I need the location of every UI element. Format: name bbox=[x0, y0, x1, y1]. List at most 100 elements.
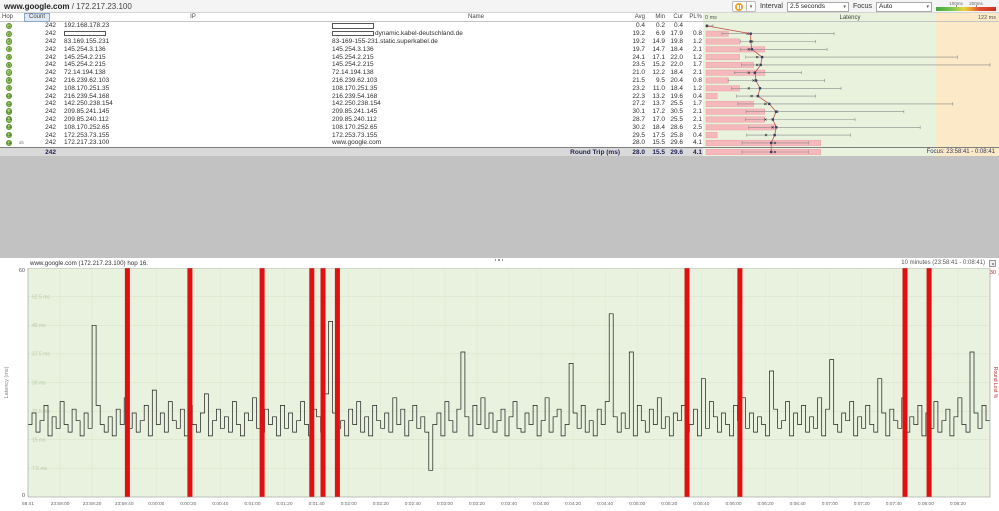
svg-text:15 ms: 15 ms bbox=[32, 438, 46, 444]
hop-status-icon: 14 bbox=[5, 124, 13, 131]
hop-status-icon: 12 bbox=[5, 108, 13, 115]
interval-select[interactable]: 2.5 seconds ▾ bbox=[786, 1, 849, 12]
svg-text:45 ms: 45 ms bbox=[32, 323, 46, 329]
ip-cell: 72.14.194.138 bbox=[64, 69, 106, 77]
table-footer-separator bbox=[0, 147, 999, 148]
hop-status-icon: 4 bbox=[5, 46, 13, 53]
hop-row[interactable]: 14 242 108.170.252.65 108.170.252.65 30.… bbox=[0, 123, 999, 131]
round-trip-min: 15.5 bbox=[652, 148, 665, 156]
chevron-down-icon: ▾ bbox=[926, 3, 929, 10]
ip-cell: 172.217.23.100 bbox=[64, 139, 110, 147]
hop-number: 12 bbox=[6, 108, 12, 114]
svg-text:0:07:40: 0:07:40 bbox=[886, 501, 902, 507]
hop-row[interactable]: 6 242 145.254.2.215 145.254.2.215 23.5 1… bbox=[0, 61, 999, 69]
min-column-header[interactable]: Min bbox=[655, 14, 665, 20]
title-bar: www.google.com / 172.217.23.100 ▾ Interv… bbox=[0, 0, 999, 13]
timeline-options-icon[interactable] bbox=[989, 260, 996, 267]
pause-button[interactable] bbox=[731, 1, 747, 12]
hop-row[interactable]: 11 242 142.250.238.154 142.250.238.154 2… bbox=[0, 100, 999, 108]
hop-row[interactable]: 3 242 83.169.155.231 83-169-155-231.stat… bbox=[0, 38, 999, 46]
hop-status-icon: 7 bbox=[5, 69, 13, 76]
hop-status-icon: 15 bbox=[5, 131, 13, 139]
cur-cell: 22.0 bbox=[670, 53, 683, 61]
svg-text:0:02:00: 0:02:00 bbox=[341, 501, 357, 507]
cur-cell: 29.6 bbox=[670, 139, 683, 147]
hop-column-header[interactable]: Hop bbox=[2, 14, 14, 20]
min-cell: 11.0 bbox=[652, 84, 665, 92]
hop-row[interactable]: 15 242 172.253.73.155 172.253.73.155 29.… bbox=[0, 131, 999, 139]
ip-cell: 142.250.238.154 bbox=[64, 100, 113, 108]
cur-column-header[interactable]: Cur bbox=[673, 14, 683, 20]
hop-cell: 1 bbox=[0, 22, 18, 30]
round-trip-label: Round Trip (ms) bbox=[570, 148, 620, 156]
timeline-range-label[interactable]: 10 minutes (23:58:41 - 0:08:41) bbox=[901, 260, 985, 266]
count-cell: 242 bbox=[45, 45, 56, 53]
cur-cell: 17.9 bbox=[670, 30, 683, 38]
hop-row[interactable]: 10 242 216.239.54.168 216.239.54.168 22.… bbox=[0, 92, 999, 100]
hop-number: 10 bbox=[6, 93, 12, 99]
hop-row[interactable]: 16 242 172.217.23.100 www.google.com 28.… bbox=[0, 139, 999, 147]
hop-row[interactable]: 9 242 108.170.251.35 108.170.251.35 23.2… bbox=[0, 84, 999, 92]
svg-text:58:41: 58:41 bbox=[22, 501, 34, 507]
focus-select[interactable]: Auto ▾ bbox=[876, 1, 932, 12]
avg-column-header[interactable]: Avg bbox=[634, 14, 645, 20]
hop-row[interactable]: 4 242 145.254.3.136 145.254.3.136 19.7 1… bbox=[0, 45, 999, 53]
hop-number: 4 bbox=[7, 46, 11, 52]
svg-text:0:01:20: 0:01:20 bbox=[276, 501, 292, 507]
name-cell: 72.14.194.138 bbox=[332, 69, 374, 77]
trace-table-header: Hop Count IP Name Avg Min Cur PL% bbox=[0, 12, 999, 22]
name-column-header[interactable]: Name bbox=[467, 14, 484, 20]
ip-cell: 108.170.251.35 bbox=[64, 84, 110, 92]
min-cell: 12.2 bbox=[652, 69, 665, 77]
svg-text:0:07:00: 0:07:00 bbox=[822, 501, 838, 507]
round-trip-avg: 28.0 bbox=[632, 148, 645, 156]
panel-divider-area bbox=[0, 156, 999, 258]
avg-cell: 21.0 bbox=[632, 69, 645, 77]
round-trip-row: 242 Round Trip (ms) 28.0 15.5 29.6 4.1 F… bbox=[0, 148, 999, 156]
hop-row[interactable]: 13 242 209.85.240.112 209.85.240.112 28.… bbox=[0, 116, 999, 124]
hop-row[interactable]: 2 242 dynamic.kabel-deutschland.de 19.2 … bbox=[0, 30, 999, 38]
min-cell: 9.5 bbox=[655, 76, 665, 84]
legend-100ms-label: 100ms bbox=[949, 1, 963, 6]
svg-text:0:06:40: 0:06:40 bbox=[790, 501, 806, 507]
hop-row[interactable]: 5 242 145.254.2.215 145.254.2.215 24.1 1… bbox=[0, 53, 999, 61]
svg-text:0:02:40: 0:02:40 bbox=[405, 501, 421, 507]
svg-text:30: 30 bbox=[990, 270, 996, 276]
count-column-header[interactable]: Count bbox=[18, 12, 56, 22]
svg-text:0:07:20: 0:07:20 bbox=[854, 501, 870, 507]
hop-status-icon: 8 bbox=[5, 77, 13, 84]
name-cell: 172.253.73.155 bbox=[332, 131, 378, 139]
hop-row[interactable]: 7 242 72.14.194.138 72.14.194.138 21.0 1… bbox=[0, 69, 999, 77]
ip-column-header[interactable]: IP bbox=[190, 14, 196, 20]
hop-row[interactable]: 8 242 216.239.62.103 216.239.62.103 21.5… bbox=[0, 77, 999, 85]
latency-zone-orange bbox=[936, 13, 999, 156]
hop-row[interactable]: 1 242 192.168.178.23 0.4 0.2 0.4 bbox=[0, 22, 999, 30]
avg-cell: 0.4 bbox=[635, 22, 645, 30]
hop-cell: 10 bbox=[0, 92, 18, 100]
timeline-graph[interactable]: 52.5 ms 45 ms 37.5 ms 30 ms 22.5 ms 15 ms 7.5 … bbox=[0, 258, 999, 511]
packet-loss-column-header[interactable]: PL% bbox=[689, 14, 702, 20]
name-cell: 145.254.2.215 bbox=[332, 61, 374, 69]
svg-text:Latency (ms): Latency (ms) bbox=[4, 366, 10, 398]
focus-value: Auto bbox=[879, 3, 893, 10]
hop-row[interactable]: 12 242 209.85.241.145 209.85.241.145 30.… bbox=[0, 108, 999, 116]
cur-cell: 25.5 bbox=[670, 100, 683, 108]
hop-number: 2 bbox=[7, 30, 11, 36]
title-separator: / bbox=[71, 2, 74, 11]
min-cell: 17.5 bbox=[652, 131, 665, 139]
redacted-box bbox=[332, 22, 374, 29]
trace-target-title: www.google.com / 172.217.23.100 bbox=[4, 2, 132, 11]
count-cell: 242 bbox=[45, 131, 56, 139]
min-cell: 17.1 bbox=[652, 53, 665, 61]
splitter-handle[interactable] bbox=[490, 259, 508, 263]
legend-tick bbox=[956, 5, 957, 7]
cur-cell: 19.8 bbox=[670, 37, 683, 45]
svg-text:0:01:00: 0:01:00 bbox=[244, 501, 260, 507]
svg-text:0:06:00: 0:06:00 bbox=[725, 501, 741, 507]
avg-cell: 19.7 bbox=[632, 45, 645, 53]
hop-status-icon: 16 bbox=[5, 139, 13, 147]
hop-cell: 8 bbox=[0, 77, 18, 84]
pause-dropdown-button[interactable]: ▾ bbox=[746, 1, 756, 12]
svg-text:0:05:20: 0:05:20 bbox=[661, 501, 677, 507]
cur-cell: 20.4 bbox=[670, 76, 683, 84]
